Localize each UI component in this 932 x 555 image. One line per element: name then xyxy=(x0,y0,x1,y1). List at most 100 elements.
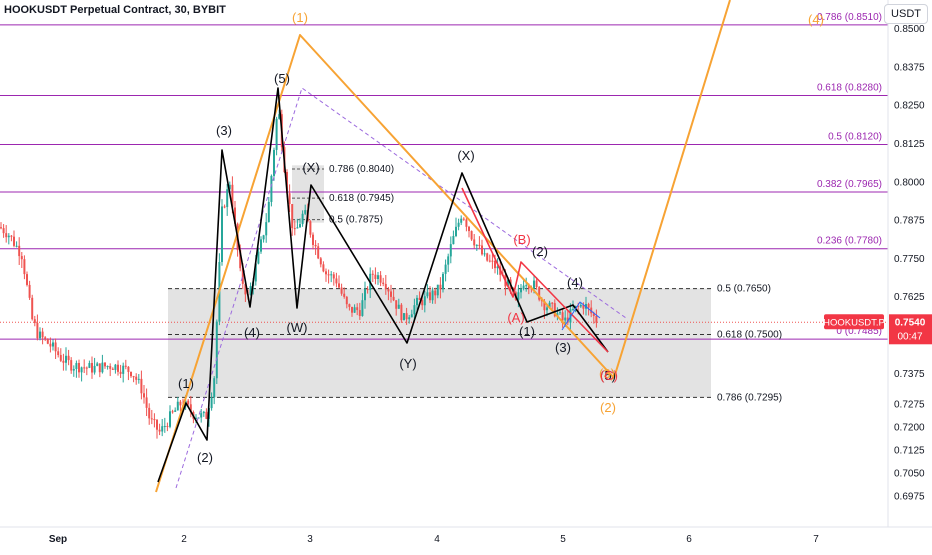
price-badge-bg xyxy=(889,314,932,345)
currency-button[interactable]: USDT xyxy=(884,4,928,24)
candle-body xyxy=(0,227,2,229)
candle-body xyxy=(356,307,359,311)
wave-label-red: (C) xyxy=(600,368,618,383)
candle-body xyxy=(231,184,234,208)
candle-body xyxy=(18,245,21,257)
candle-body xyxy=(439,284,442,290)
candle-body xyxy=(468,226,470,232)
candle-body xyxy=(41,331,44,338)
candle-body xyxy=(366,288,369,291)
candle-body xyxy=(72,368,75,371)
price-tick-label: 0.8000 xyxy=(894,177,925,188)
candle-body xyxy=(187,400,190,405)
candle-body xyxy=(176,401,179,411)
candle-body xyxy=(387,289,390,292)
candle-body xyxy=(75,362,78,369)
candle-body xyxy=(520,288,522,293)
candle-body xyxy=(379,275,382,283)
candle-body xyxy=(241,268,244,284)
candle-body xyxy=(408,317,411,320)
candle-body xyxy=(221,206,223,262)
candle-body xyxy=(421,300,424,306)
candle-body xyxy=(322,264,325,272)
candle-body xyxy=(551,302,554,304)
price-tick-label: 0.7275 xyxy=(894,400,925,411)
candle-body xyxy=(577,305,580,307)
candle-body xyxy=(135,376,138,380)
candle-body xyxy=(423,296,426,306)
time-tick-label: 3 xyxy=(307,534,313,545)
fib-label-box: 0.786 (0.7295) xyxy=(717,392,782,403)
candle-body xyxy=(488,260,491,262)
candle-body xyxy=(535,280,538,288)
time-tick-label: 6 xyxy=(686,534,692,545)
candle-body xyxy=(161,426,164,432)
price-tick-label: 0.8375 xyxy=(894,62,925,73)
candle-body xyxy=(455,226,457,237)
price-tick-label: 0.7875 xyxy=(894,216,925,227)
candle-body xyxy=(553,303,556,317)
candle-body xyxy=(93,365,96,373)
candle-body xyxy=(543,301,546,311)
candle-body xyxy=(59,355,62,361)
candle-body xyxy=(330,274,333,276)
candle-body xyxy=(364,288,366,301)
candle-body xyxy=(507,279,509,287)
candle-body xyxy=(213,378,216,398)
candle-body xyxy=(234,207,236,224)
candle-body xyxy=(483,253,486,255)
price-tick-label: 0.7625 xyxy=(894,292,925,303)
candle-body xyxy=(494,260,496,269)
candle-body xyxy=(525,285,528,287)
candle-body xyxy=(400,304,403,321)
candle-body xyxy=(109,366,112,369)
candle-body xyxy=(31,297,34,320)
candle-body xyxy=(317,246,320,259)
candle-body xyxy=(62,360,65,363)
candle-body xyxy=(481,245,483,255)
time-tick-label: 7 xyxy=(813,534,819,545)
candle-body xyxy=(538,287,541,300)
candle-body xyxy=(114,364,117,370)
wave-label-black: (3) xyxy=(555,340,571,355)
candle-body xyxy=(23,259,26,275)
candle-body xyxy=(197,417,200,419)
candle-body xyxy=(592,313,595,316)
candle-body xyxy=(286,172,288,194)
candle-body xyxy=(158,429,161,432)
candle-body xyxy=(332,274,335,279)
candle-body xyxy=(312,234,314,245)
wave-label-black: (4) xyxy=(244,325,260,340)
candle-body xyxy=(33,319,36,324)
price-tick-label: 0.7750 xyxy=(894,254,925,265)
price-tick-label: 0.7125 xyxy=(894,446,925,457)
candle-body xyxy=(28,284,31,298)
candle-body xyxy=(85,367,88,369)
candle-body xyxy=(353,307,356,313)
symbol-badge-bg xyxy=(824,314,884,330)
wave-label-black: (Y) xyxy=(399,356,416,371)
candle-body xyxy=(189,404,192,413)
candle-body xyxy=(462,218,465,220)
candle-body xyxy=(200,413,203,418)
candle-body xyxy=(309,221,312,235)
candle-body xyxy=(478,244,481,246)
candle-body xyxy=(67,355,70,361)
candle-body xyxy=(587,303,590,308)
candle-body xyxy=(304,210,307,214)
candle-body xyxy=(447,256,450,265)
candle-body xyxy=(223,206,226,208)
candle-body xyxy=(91,363,93,373)
wave-label-orange: (4) xyxy=(808,12,824,27)
candle-body xyxy=(345,296,348,305)
price-tick-label: 0.7050 xyxy=(894,469,925,480)
candle-body xyxy=(405,313,408,320)
fib-label-upper: 0.618 (0.8280) xyxy=(817,82,882,93)
time-tick-label: 5 xyxy=(560,534,566,545)
candle-body xyxy=(351,306,353,313)
candle-body xyxy=(150,418,153,420)
candle-body xyxy=(210,397,213,409)
time-tick-label: 2 xyxy=(181,534,187,545)
